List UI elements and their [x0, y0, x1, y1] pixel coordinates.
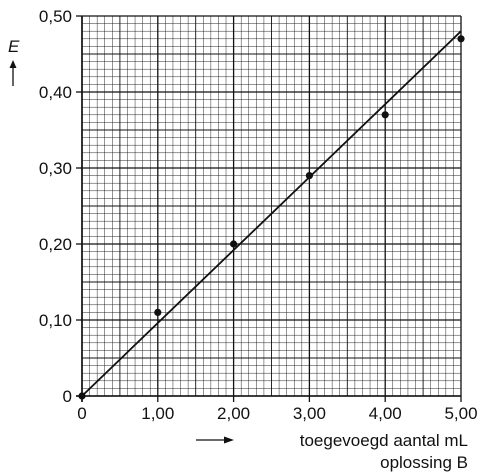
y-tick-label: 0 [63, 387, 72, 406]
x-tick-label: 2,00 [217, 404, 250, 423]
tick-labels: 0 1,00 2,00 3,00 4,00 5,00 0 0,10 0,20 0,30 0,40 0,… [39, 7, 478, 423]
data-point [381, 111, 389, 119]
y-tick-label: 0,10 [39, 311, 72, 330]
x-tick-label: 4,00 [369, 404, 402, 423]
data-points [78, 35, 465, 400]
x-tick-label: 1,00 [141, 404, 174, 423]
y-axis-arrow-icon [9, 60, 17, 86]
x-axis-label-line1: toegevoegd aantal mL [300, 431, 468, 450]
x-axis-label-line2: oplossing B [380, 453, 468, 472]
x-tick-label: 3,00 [293, 404, 326, 423]
data-point [305, 172, 313, 180]
grid [81, 15, 462, 397]
data-point [78, 392, 86, 400]
fit-line [81, 30, 462, 397]
data-point [457, 35, 465, 43]
y-tick-label: 0,40 [39, 83, 72, 102]
data-point [154, 308, 162, 316]
data-point [230, 240, 238, 248]
y-tick-label: 0,20 [39, 235, 72, 254]
y-tick-label: 0,50 [39, 7, 72, 26]
x-axis-arrow-icon [196, 436, 234, 444]
fit-line-group [81, 30, 462, 397]
y-tick-label: 0,30 [39, 159, 72, 178]
x-tick-label: 5,00 [444, 404, 477, 423]
x-tick-label: 0 [77, 404, 86, 423]
axes [76, 15, 462, 402]
y-axis-label: E [8, 37, 20, 56]
